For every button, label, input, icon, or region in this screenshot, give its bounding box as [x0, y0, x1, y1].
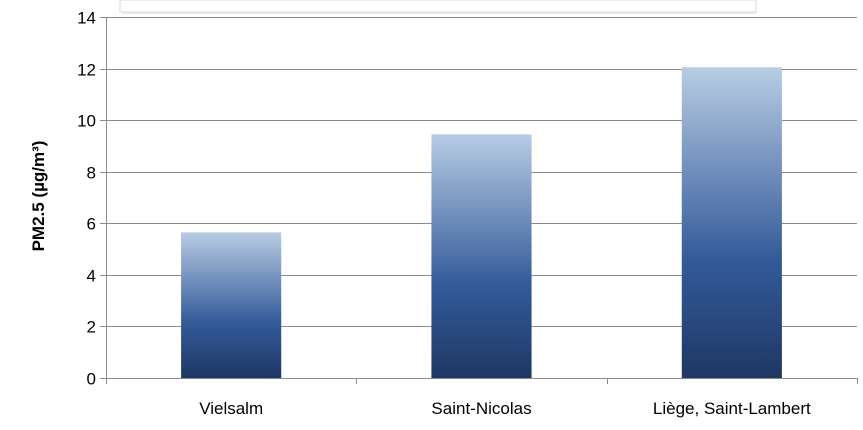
y-tick-label-12: 12: [77, 61, 96, 80]
y-tick-label-0: 0: [87, 370, 96, 389]
y-tick-label-10: 10: [77, 112, 96, 131]
top-frame-fragment: [119, 0, 757, 14]
y-axis-title: PM2.5 (µg/m³): [29, 141, 48, 252]
bars: [181, 67, 782, 379]
bar-1: [431, 134, 532, 378]
bar-0: [181, 232, 282, 378]
x-axis: Vielsalm Saint-Nicolas Liège, Saint-Lamber…: [106, 378, 858, 418]
y-tick-label-4: 4: [87, 267, 96, 286]
y-tick-label-8: 8: [87, 164, 96, 183]
x-tick-label-0: Vielsalm: [199, 399, 263, 418]
y-tick-label-14: 14: [77, 9, 96, 28]
y-tick-label-2: 2: [87, 318, 96, 337]
y-axis: 0 2 4 6 8 10 12 14: [77, 9, 107, 389]
x-tick-label-1: Saint-Nicolas: [431, 399, 531, 418]
bar-2: [681, 67, 782, 379]
x-tick-label-2: Liège, Saint-Lambert: [653, 399, 811, 418]
y-tick-label-6: 6: [87, 215, 96, 234]
